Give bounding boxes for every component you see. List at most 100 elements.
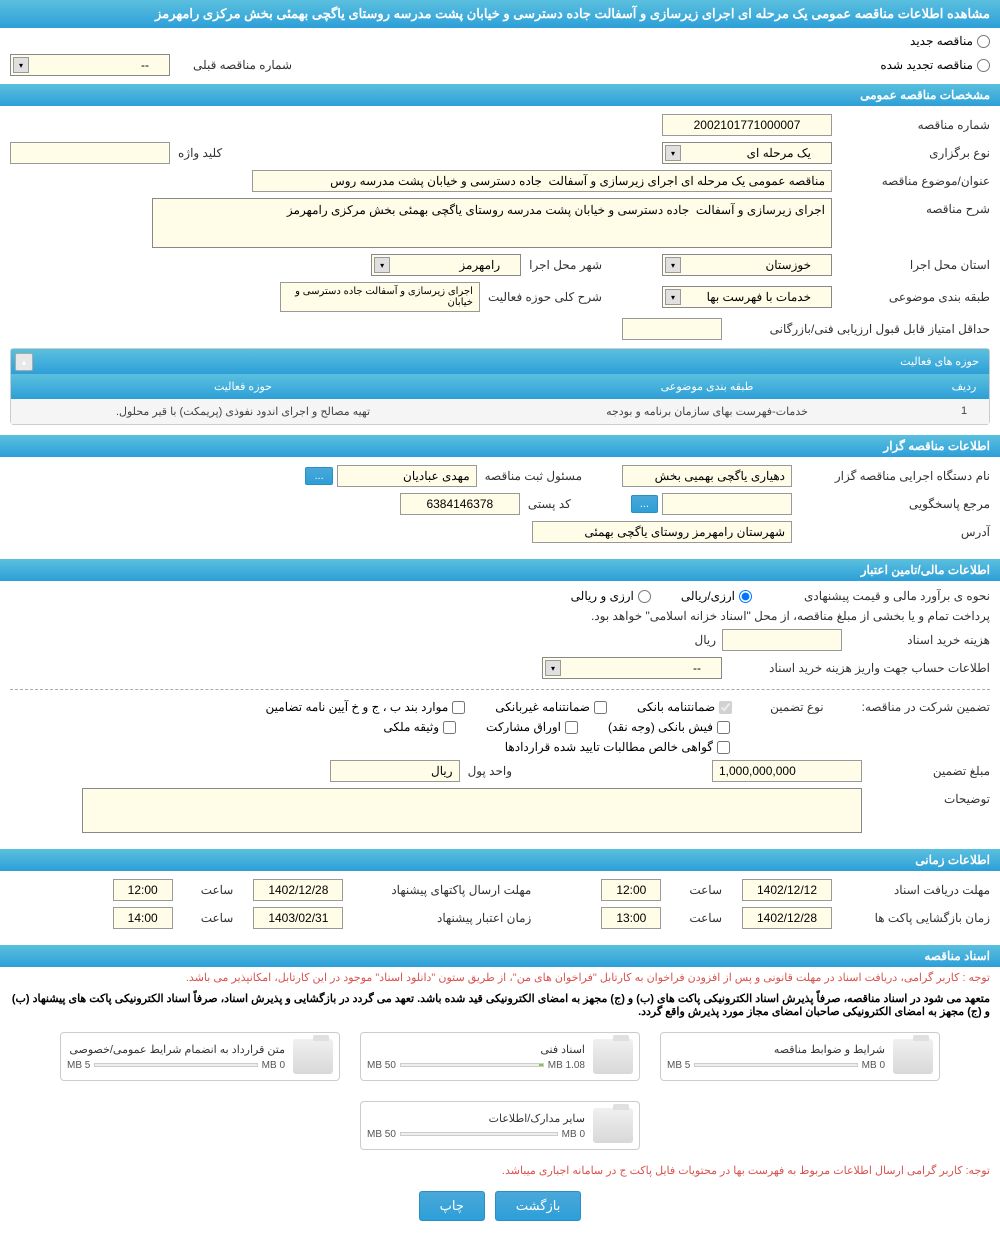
file-box-technical[interactable]: اسناد فنی 1.08 MB 50 MB [360, 1032, 640, 1081]
collapse-icon[interactable]: ▴ [15, 353, 33, 371]
province-value: خوزستان [765, 258, 811, 272]
file-total: 5 MB [667, 1060, 690, 1071]
open-date: 1402/12/28 [742, 907, 832, 929]
file-box-other[interactable]: سایر مدارک/اطلاعات 0 MB 50 MB [360, 1101, 640, 1150]
chk-cash[interactable] [717, 721, 730, 734]
postal-label: کد پستی [528, 497, 571, 511]
chk-cert-label: گواهی خالص مطالبات تایید شده قراردادها [505, 740, 713, 754]
folder-icon [893, 1039, 933, 1074]
print-button[interactable]: چاپ [419, 1191, 485, 1221]
chk-bank [719, 701, 732, 714]
col-activity: حوزه فعالیت [11, 374, 475, 399]
guarantee-label: تضمین شرکت در مناقصه: [862, 700, 990, 714]
chk-bonds-label: اوراق مشارکت [486, 720, 561, 734]
col-category: طبقه بندی موضوعی [475, 374, 939, 399]
receive-label: مهلت دریافت اسناد [860, 883, 990, 897]
open-label: زمان بازگشایی پاکت ها [860, 911, 990, 925]
time-label-4: ساعت [201, 911, 234, 925]
min-score-label: حداقل امتیاز قابل قبول ارزیابی فنی/بازرگ… [730, 322, 990, 336]
account-select[interactable]: -- ▾ [542, 657, 722, 679]
unit-label: واحد پول [468, 764, 512, 778]
time-label-3: ساعت [689, 911, 722, 925]
registrar-value: مهدی عبادیان [337, 465, 477, 487]
prev-number-select[interactable]: -- ▾ [10, 54, 170, 76]
time-label-1: ساعت [689, 883, 722, 897]
radio-renewed[interactable] [977, 59, 990, 72]
row-act: تهیه مصالح و اجرای اندود نفوذی (پریمکت) … [11, 399, 475, 424]
chevron-down-icon: ▾ [545, 660, 561, 676]
section-docs: اسناد مناقصه [0, 945, 1000, 967]
chk-nonbank[interactable] [594, 701, 607, 714]
prev-number-label: شماره مناقصه قبلی [193, 58, 292, 72]
responder-label: مرجع پاسخگویی [800, 497, 990, 511]
org-value: دهیاری یاگچی بهمیی بخش [622, 465, 792, 487]
notice-2: متعهد می شود در اسناد مناقصه، صرفاً پذیر… [0, 988, 1000, 1022]
notes-textarea[interactable] [82, 788, 862, 833]
send-label: مهلت ارسال پاکتهای پیشنهاد [371, 883, 531, 897]
responder-more-button[interactable]: ... [631, 495, 658, 513]
file-title: شرایط و ضوابط مناقصه [667, 1043, 885, 1056]
doc-cost-input[interactable] [722, 629, 842, 651]
folder-icon [593, 1108, 633, 1143]
chk-bonds[interactable] [565, 721, 578, 734]
province-label: استان محل اجرا [840, 258, 990, 272]
chk-cert[interactable] [717, 741, 730, 754]
file-box-conditions[interactable]: شرایط و ضوابط مناقصه 0 MB 5 MB [660, 1032, 940, 1081]
city-label: شهر محل اجرا [529, 258, 602, 272]
estimate-label: نحوه ی برآورد مالی و قیمت پیشنهادی [760, 589, 990, 603]
registrar-more-button[interactable]: ... [305, 467, 332, 485]
notes-label: توضیحات [870, 788, 990, 806]
prev-number-value: -- [141, 58, 149, 72]
chevron-down-icon: ▾ [13, 57, 29, 73]
responder-input[interactable] [662, 493, 792, 515]
back-button[interactable]: بازگشت [495, 1191, 581, 1221]
validity-label: زمان اعتبار پیشنهاد [371, 911, 531, 925]
city-select[interactable]: رامهرمز ▾ [371, 254, 521, 276]
type-value: یک مرحله ای [747, 146, 811, 160]
amount-label: مبلغ تضمین [870, 764, 990, 778]
keyword-input[interactable] [10, 142, 170, 164]
desc-label: شرح مناقصه [840, 198, 990, 216]
radio-rial[interactable] [739, 590, 752, 603]
chevron-down-icon: ▾ [374, 257, 390, 273]
section-general: مشخصات مناقصه عمومی [0, 84, 1000, 106]
chk-cases[interactable] [452, 701, 465, 714]
category-select[interactable]: خدمات با فهرست بها ▾ [662, 286, 832, 308]
subject-input[interactable] [252, 170, 832, 192]
file-used: 1.08 MB [548, 1060, 585, 1071]
file-title: سایر مدارک/اطلاعات [367, 1112, 585, 1125]
radio-new[interactable] [977, 35, 990, 48]
min-score-input[interactable] [622, 318, 722, 340]
send-date: 1402/12/28 [253, 879, 343, 901]
doc-cost-label: هزینه خرید اسناد [850, 633, 990, 647]
chk-cases-label: موارد بند ب ، ج و خ آیین نامه تضامین [266, 700, 449, 714]
validity-date: 1403/02/31 [253, 907, 343, 929]
radio-foreign-label: ارزی و ریالی [571, 589, 634, 603]
type-select[interactable]: یک مرحله ای ▾ [662, 142, 832, 164]
radio-foreign[interactable] [638, 590, 651, 603]
row-cat: خدمات-فهرست بهای سازمان برنامه و بودجه [475, 399, 939, 424]
province-select[interactable]: خوزستان ▾ [662, 254, 832, 276]
file-total: 50 MB [367, 1129, 396, 1140]
category-label: طبقه بندی موضوعی [840, 290, 990, 304]
file-used: 0 MB [262, 1060, 285, 1071]
chevron-down-icon: ▾ [665, 257, 681, 273]
guarantee-type-label: نوع تضمین [770, 700, 823, 714]
section-timing: اطلاعات زمانی [0, 849, 1000, 871]
radio-new-label: مناقصه جدید [910, 34, 973, 48]
file-title: متن قرارداد به انضمام شرایط عمومی/خصوصی [67, 1043, 285, 1056]
receive-time: 12:00 [601, 879, 661, 901]
radio-rial-label: ارزی/ریالی [681, 589, 735, 603]
postal-value: 6384146378 [400, 493, 520, 515]
desc-textarea[interactable] [152, 198, 832, 248]
chk-property[interactable] [443, 721, 456, 734]
category-value: خدمات با فهرست بها [707, 290, 811, 304]
activity-desc-label: شرح کلی حوزه فعالیت [488, 290, 602, 304]
file-box-contract[interactable]: متن قرارداد به انضمام شرایط عمومی/خصوصی … [60, 1032, 340, 1081]
validity-time: 14:00 [113, 907, 173, 929]
file-used: 0 MB [862, 1060, 885, 1071]
account-value: -- [693, 661, 701, 675]
number-label: شماره مناقصه [840, 118, 990, 132]
chevron-down-icon: ▾ [665, 289, 681, 305]
activity-table-title: حوزه های فعالیت [11, 349, 989, 374]
